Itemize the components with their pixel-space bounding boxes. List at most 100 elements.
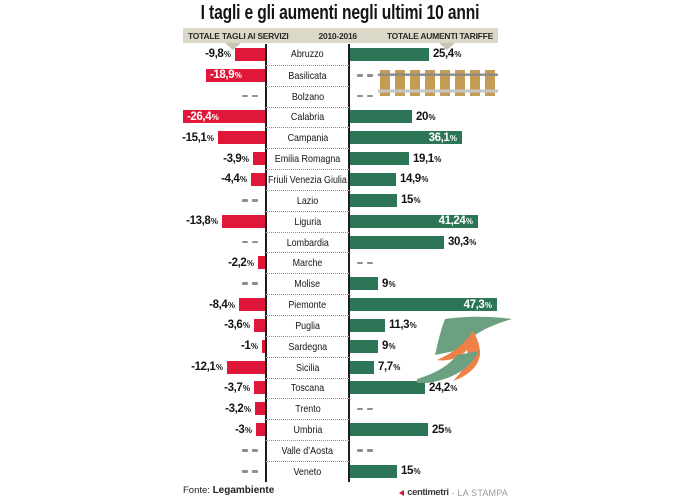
value-label: 11,3% xyxy=(389,319,417,331)
value-number: -15,1 xyxy=(182,131,207,144)
credit-agency: centimetri xyxy=(407,487,449,498)
value-number: 41,24 xyxy=(438,215,466,228)
region-cell: Puglia xyxy=(265,314,350,336)
table-row: Bolzano xyxy=(100,85,560,107)
cut-bar xyxy=(218,131,265,145)
region-cell: Friuli Venezia Giulia xyxy=(265,169,350,190)
region-name: Campania xyxy=(287,132,328,145)
value-label: -26,4% xyxy=(187,111,219,123)
cuts-cell: -9,8% xyxy=(100,44,265,65)
value-label: -18,9% xyxy=(210,69,242,81)
table-row: Lazio 15% xyxy=(100,189,560,211)
source-note: Fonte: Legambiente xyxy=(183,485,274,496)
value-number: 7,7 xyxy=(378,361,393,374)
value-label: -3,9% xyxy=(223,153,249,165)
value-number: -3,7 xyxy=(224,381,243,394)
cut-bar: -26,4% xyxy=(183,110,265,124)
cuts-cell xyxy=(100,232,265,253)
increase-bar xyxy=(350,423,428,437)
increases-cell: 47,3% xyxy=(350,294,560,315)
region-name: Basilicata xyxy=(288,69,327,82)
value-label: -9,8% xyxy=(205,48,231,60)
increase-bar xyxy=(350,47,429,61)
value-label: -3% xyxy=(235,424,252,436)
value-number: -1 xyxy=(240,340,251,353)
percent-sign: % xyxy=(444,425,452,435)
table-row: -3,7% Toscana 24,2% xyxy=(100,377,560,399)
value-label: 15% xyxy=(401,194,421,206)
value-number: 36,1 xyxy=(428,131,450,144)
increases-cell xyxy=(350,86,560,107)
value-number: 15 xyxy=(401,194,413,207)
cut-bar xyxy=(254,318,265,332)
value-label: 41,24% xyxy=(439,215,473,227)
percent-sign: % xyxy=(215,363,223,373)
region-cell: Sicilia xyxy=(265,356,350,378)
no-data-marker xyxy=(357,74,373,77)
increases-cell: 36,1% xyxy=(350,127,560,148)
cuts-cell: -18,9% xyxy=(100,65,265,86)
region-cell: Abruzzo xyxy=(265,44,350,65)
percent-sign: % xyxy=(434,154,442,164)
cut-bar: -18,9% xyxy=(206,68,265,82)
region-cell: Campania xyxy=(265,127,350,149)
region-cell: Lazio xyxy=(265,189,350,211)
percent-sign: % xyxy=(246,258,254,268)
region-name: Friuli Venezia Giulia xyxy=(268,173,347,186)
table-row: -9,8% Abruzzo 25,4% xyxy=(100,44,560,65)
value-label: 14,9% xyxy=(400,173,428,185)
ferrovie-dello-stato-logo xyxy=(417,316,512,383)
no-data-marker xyxy=(357,407,373,411)
percent-sign: % xyxy=(250,342,258,352)
value-number: -26,4 xyxy=(187,110,212,123)
value-label: -4,4% xyxy=(221,173,247,185)
value-label: 9% xyxy=(382,340,396,352)
value-number: 14,9 xyxy=(400,173,421,186)
region-name: Trento xyxy=(294,403,321,416)
dash-icon xyxy=(242,449,248,452)
region-name: Veneto xyxy=(293,465,322,478)
increases-cell xyxy=(350,398,560,419)
region-name: Molise xyxy=(294,278,321,291)
value-number: 19,1 xyxy=(413,152,434,165)
cut-bar xyxy=(256,423,265,437)
value-number: -18,9 xyxy=(210,69,235,82)
table-row: -3,6% Puglia 11,3% xyxy=(100,314,560,336)
percent-sign: % xyxy=(223,50,231,60)
region-name: Bolzano xyxy=(291,90,324,103)
increase-bar xyxy=(350,381,425,395)
table-row: -2,2% Marche xyxy=(100,252,560,274)
region-cell: Piemonte xyxy=(265,294,350,315)
percent-sign: % xyxy=(242,321,250,331)
pointer-triangle-right-icon xyxy=(439,43,455,50)
increase-bar: 47,3% xyxy=(350,298,497,312)
region-cell: Trento xyxy=(265,398,350,420)
dash-icon xyxy=(252,449,258,452)
source-name: Legambiente xyxy=(212,485,275,496)
region-cell: Marche xyxy=(265,252,350,274)
region-name: Puglia xyxy=(295,319,320,332)
value-label: 15% xyxy=(401,465,421,477)
percent-sign: % xyxy=(243,404,251,414)
table-row: Valle d’Aosta xyxy=(100,440,560,461)
dash-icon xyxy=(252,240,258,244)
percent-sign: % xyxy=(244,425,252,435)
increases-cell: 25,4% xyxy=(350,44,560,65)
table-row: Molise 9% xyxy=(100,273,560,295)
region-name: Liguria xyxy=(294,215,321,228)
cuts-cell: -15,1% xyxy=(100,127,265,148)
increase-bar xyxy=(350,235,444,249)
dash-icon xyxy=(367,261,373,265)
increases-cell xyxy=(350,65,560,86)
value-label: -3,6% xyxy=(224,319,250,331)
percent-sign: % xyxy=(469,238,477,248)
increase-bar xyxy=(350,110,412,124)
percent-sign: % xyxy=(450,383,458,393)
railway-track-icon xyxy=(378,70,498,96)
value-number: -3,9 xyxy=(223,152,242,165)
region-name: Abruzzo xyxy=(291,48,324,61)
cut-bar xyxy=(251,172,265,186)
increase-bar xyxy=(350,277,378,291)
region-name: Lazio xyxy=(296,194,319,207)
cuts-cell: -13,8% xyxy=(100,211,265,232)
